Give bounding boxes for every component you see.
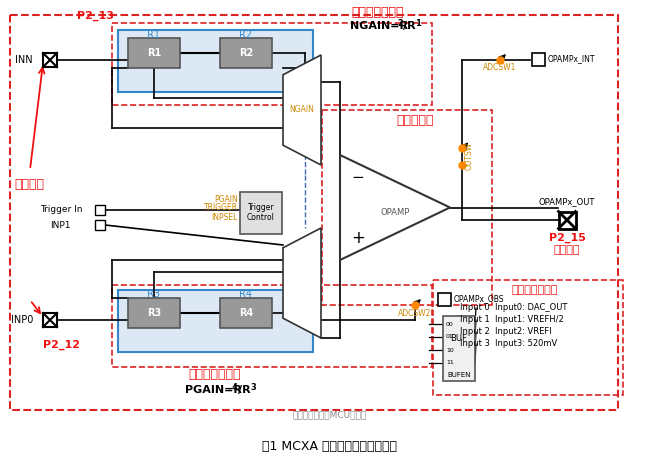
Text: TRIGGER: TRIGGER [204,203,238,213]
Text: 反相端电阻矩阵: 反相端电阻矩阵 [352,6,404,18]
Text: 4: 4 [232,383,238,391]
Bar [112,23,432,105]
Text: 11: 11 [446,360,454,365]
Bar [43,313,57,327]
Text: Trigger: Trigger [248,203,274,213]
Text: NGAIN=R: NGAIN=R [350,21,408,31]
Bar [95,220,105,230]
Bar [532,53,545,66]
Text: OUTSW: OUTSW [465,142,474,170]
Bar [322,110,492,305]
Text: PGAIN=R: PGAIN=R [185,385,242,395]
Text: 01: 01 [446,334,454,340]
Text: R2: R2 [239,30,252,40]
Bar [443,316,475,381]
Text: R4: R4 [239,289,252,299]
Text: ADCSW1: ADCSW1 [483,62,517,72]
Text: INN: INN [15,55,33,65]
Text: Input 1: Input 1 [460,316,490,324]
Bar [10,15,618,410]
Text: OPAMP: OPAMP [380,208,410,217]
Text: 10: 10 [446,347,454,353]
Text: Input0: DAC_OUT: Input0: DAC_OUT [495,304,567,312]
Bar [220,38,272,68]
Text: Trigger In: Trigger In [40,206,82,214]
Bar [220,298,272,328]
Bar [128,298,180,328]
Bar [433,280,623,395]
Text: R4: R4 [239,308,253,318]
Text: R3: R3 [148,289,161,299]
Text: Input3: 520mV: Input3: 520mV [495,340,558,348]
Text: Input 0: Input 0 [460,304,490,312]
Text: ADCSW2: ADCSW2 [398,309,432,317]
Bar [95,205,105,215]
Text: NGAIN: NGAIN [289,105,314,115]
Text: Input 3: Input 3 [460,340,490,348]
Text: OPAMPx_INT: OPAMPx_INT [548,55,596,63]
Text: Input1: VREFH/2: Input1: VREFH/2 [495,316,563,324]
Bar [240,192,282,234]
Bar [43,53,57,67]
Bar [118,30,313,92]
Text: OPAMPx_OBS: OPAMPx_OBS [454,294,505,304]
Text: 图1 MCXA 系列片上运放结构简图: 图1 MCXA 系列片上运放结构简图 [262,440,397,454]
Bar [128,38,180,68]
Text: 同相端参考电压: 同相端参考电压 [512,285,558,295]
Text: /R: /R [403,21,416,31]
Text: 00: 00 [446,322,454,327]
Text: 芯片引脚: 芯片引脚 [554,245,581,255]
Text: Input2: VREFI: Input2: VREFI [495,328,552,336]
Text: OPAMPx_OUT: OPAMPx_OUT [539,197,595,207]
Bar [558,212,575,229]
Text: 3: 3 [250,383,256,391]
Text: 公众号：恩智浦MCU加油站: 公众号：恩智浦MCU加油站 [293,411,367,419]
Text: R1: R1 [148,30,161,40]
Text: Input 2: Input 2 [460,328,490,336]
Text: 同相端电阻矩阵: 同相端电阻矩阵 [188,369,241,382]
Text: R1: R1 [147,48,161,58]
Text: P2_13: P2_13 [76,11,113,21]
Bar [112,285,432,367]
Text: 1: 1 [415,18,421,28]
Text: P2_15: P2_15 [548,233,585,243]
Text: BUF: BUF [451,334,467,343]
Polygon shape [283,55,321,165]
Text: +: + [351,229,365,247]
Text: 芯片引脚: 芯片引脚 [14,178,44,192]
Bar [118,290,313,352]
Text: PGAIN: PGAIN [214,195,238,203]
Text: −: − [352,170,364,184]
Bar [438,293,451,306]
Text: BUFEN: BUFEN [447,372,471,378]
Polygon shape [340,155,450,260]
Text: Control: Control [247,213,275,223]
Text: INPSEL: INPSEL [212,213,238,221]
Text: /R: /R [238,385,250,395]
Text: R3: R3 [147,308,161,318]
Text: 差分放大器: 差分放大器 [396,114,434,127]
Text: R2: R2 [239,48,253,58]
Text: P2_12: P2_12 [43,340,80,350]
Text: INP1: INP1 [50,220,71,230]
Text: INP0: INP0 [11,315,33,325]
Polygon shape [283,228,321,338]
Text: 2: 2 [397,18,403,28]
